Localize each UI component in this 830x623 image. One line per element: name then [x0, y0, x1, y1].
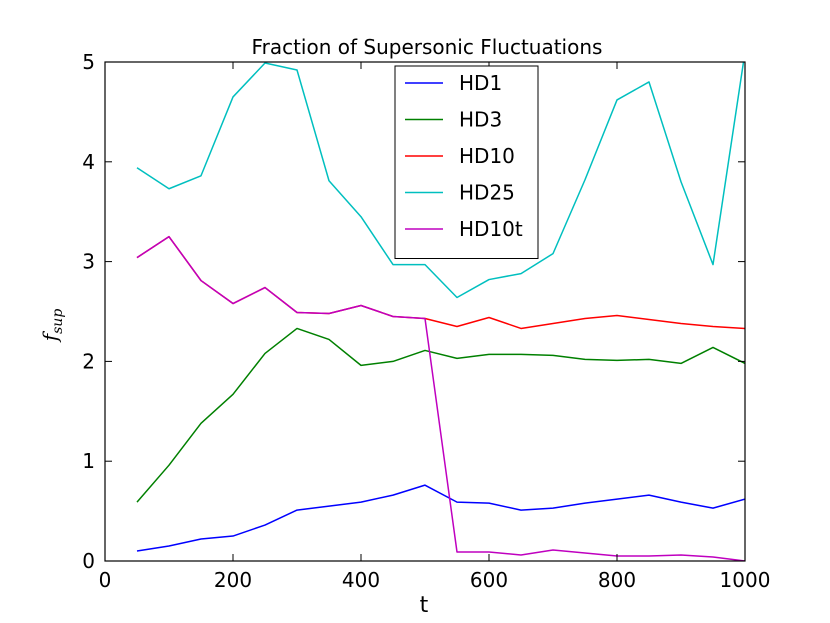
x-tick-label: 400 — [342, 568, 380, 592]
legend-label: HD25 — [459, 181, 515, 205]
y-tick-label: 0 — [82, 549, 95, 573]
legend-label: HD3 — [459, 108, 502, 132]
x-axis-label: t — [420, 593, 429, 618]
x-tick-label: 1000 — [720, 568, 771, 592]
chart-title: Fraction of Supersonic Fluctuations — [252, 35, 603, 59]
series-line-hd10t — [136, 235, 745, 561]
legend: HD1 HD3 HD10 HD25 HD10t — [394, 65, 539, 259]
series-line-hd1 — [136, 484, 745, 552]
legend-box — [394, 65, 539, 259]
y-axis-label: fsup — [38, 309, 66, 344]
x-tick-label: 0 — [99, 568, 112, 592]
y-tick-label: 4 — [82, 150, 95, 174]
x-tick-label: 200 — [214, 568, 252, 592]
plot-frame — [104, 61, 746, 562]
series-line-hd25 — [136, 62, 745, 299]
x-tick-label: 800 — [598, 568, 636, 592]
legend-label: HD10t — [459, 217, 523, 241]
y-tick-label: 3 — [82, 250, 95, 274]
axis-ticks: 0 200 400 600 800 1000 0 1 2 3 4 5 — [82, 50, 770, 592]
y-tick-label: 2 — [82, 349, 95, 373]
y-axis-label-sub: sup — [50, 309, 66, 334]
legend-label: HD10 — [459, 144, 515, 168]
legend-label: HD1 — [459, 71, 502, 95]
series-line-hd3 — [136, 327, 745, 503]
y-tick-label: 5 — [82, 50, 95, 74]
plot-lines — [136, 62, 745, 561]
x-tick-label: 600 — [470, 568, 508, 592]
y-tick-label: 1 — [82, 449, 95, 473]
